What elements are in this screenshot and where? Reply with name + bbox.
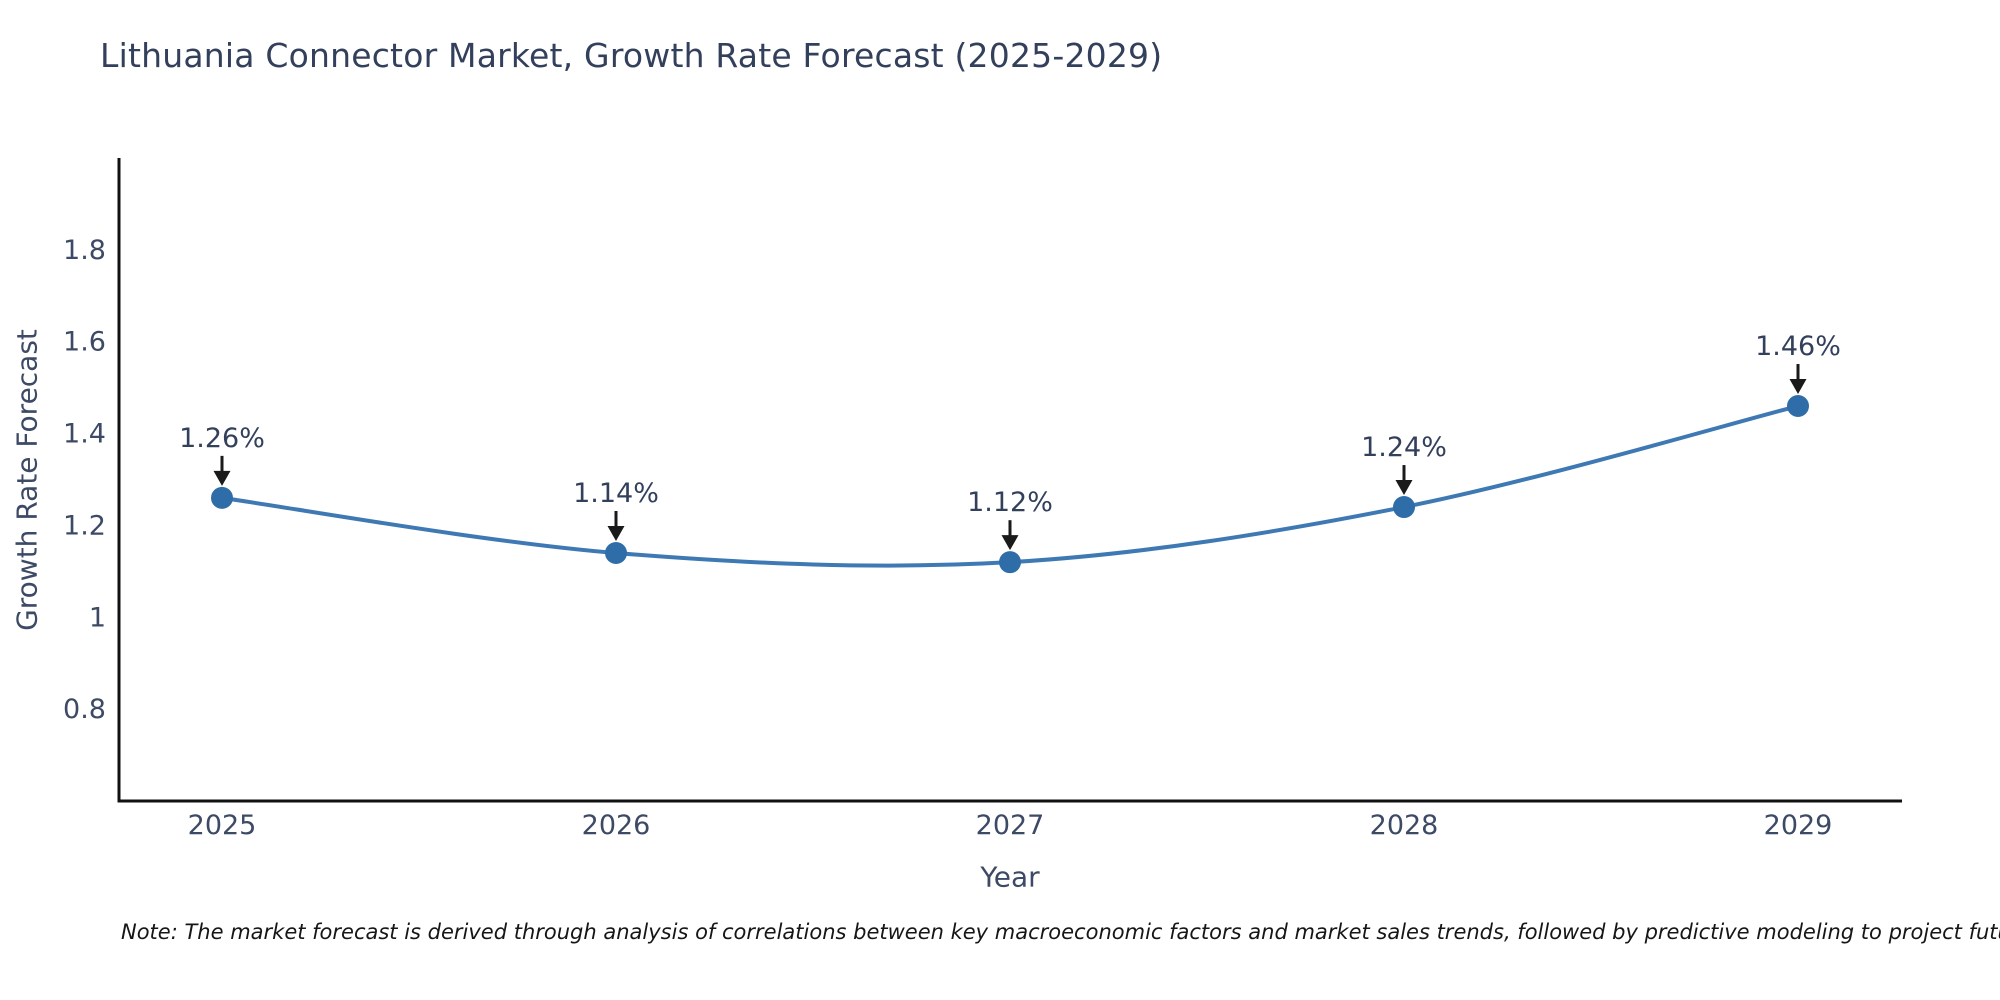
annotation-arrowhead <box>1789 379 1807 395</box>
y-tick-label: 0.8 <box>63 694 106 725</box>
annotation-label: 1.14% <box>573 478 659 509</box>
y-tick-label: 1.4 <box>63 419 106 450</box>
x-tick-label: 2025 <box>188 810 257 841</box>
y-tick-label: 1 <box>89 602 106 633</box>
x-tick-label: 2028 <box>1370 810 1439 841</box>
data-point-marker <box>1787 395 1809 418</box>
data-point-marker <box>999 551 1021 574</box>
y-axis-title: Growth Rate Forecast <box>10 329 44 631</box>
data-point-marker <box>1393 496 1415 519</box>
chart-title: Lithuania Connector Market, Growth Rate … <box>100 36 1163 75</box>
data-point-marker <box>211 486 233 509</box>
y-tick-label: 1.8 <box>63 235 106 266</box>
annotation-arrowhead <box>1395 480 1413 496</box>
annotation-arrowhead <box>1001 535 1019 551</box>
x-tick-label: 2026 <box>582 810 651 841</box>
annotation-arrowhead <box>607 525 625 541</box>
annotation-label: 1.26% <box>179 423 265 454</box>
annotation-label: 1.12% <box>967 487 1053 518</box>
y-tick-label: 1.6 <box>63 327 106 358</box>
data-point-marker <box>605 541 627 564</box>
x-axis-title: Year <box>980 860 1040 894</box>
axis-line <box>117 158 1902 803</box>
x-tick-label: 2029 <box>1764 810 1833 841</box>
footnote: Note: The market forecast is derived thr… <box>121 920 2000 944</box>
annotation-label: 1.24% <box>1361 432 1447 463</box>
y-tick-label: 1.2 <box>63 510 106 541</box>
annotation-arrowhead <box>213 470 231 486</box>
x-tick-label: 2027 <box>976 810 1045 841</box>
annotation-label: 1.46% <box>1755 331 1841 362</box>
